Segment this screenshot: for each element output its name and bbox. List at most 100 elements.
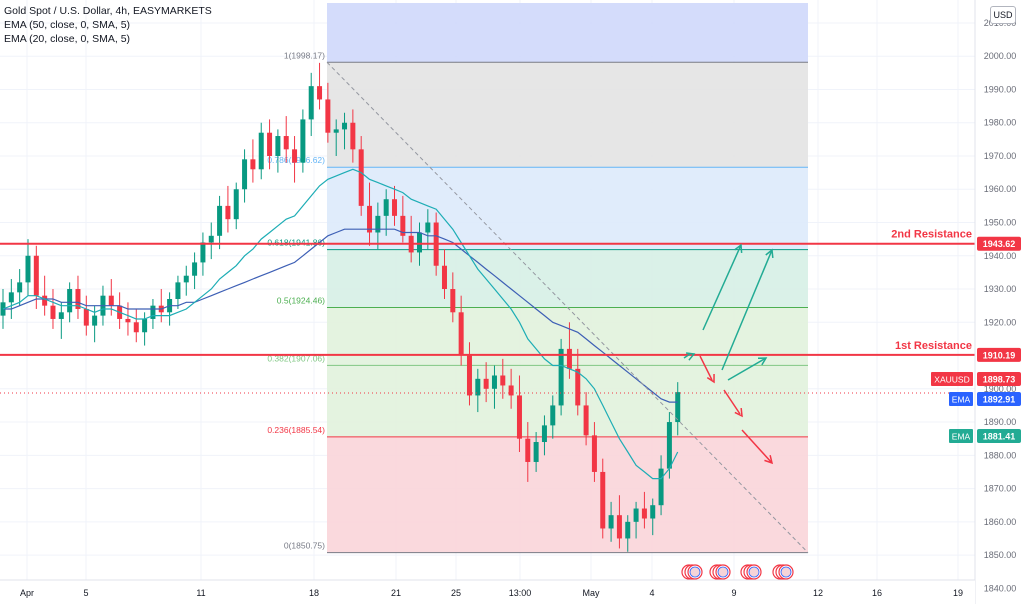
price-tick-label: 1980.00 (984, 118, 1017, 128)
fib-level-label: 0.618(1941.86) (267, 238, 325, 248)
legend-ema20: EMA (20, close, 0, SMA, 5) (4, 33, 131, 45)
arrow-head (706, 373, 715, 384)
time-tick-label: 11 (196, 588, 205, 598)
event-flag-icon (748, 566, 760, 578)
candle-body (525, 438, 531, 462)
price-tick-label: 1850.00 (984, 550, 1017, 560)
candle-body (392, 199, 398, 216)
price-tick-label: 1940.00 (984, 251, 1017, 261)
time-tick-label: 16 (872, 588, 882, 598)
candle-body (283, 136, 289, 150)
trend-line (326, 61, 809, 553)
candle-body (508, 385, 514, 396)
price-tick-label: 1880.00 (984, 450, 1017, 460)
candle-body (133, 322, 139, 333)
candle-body (558, 348, 564, 406)
candle-body (183, 275, 189, 283)
fib-zone (327, 167, 808, 250)
candle-body (50, 305, 56, 319)
candle-body (583, 405, 589, 436)
candle-body (358, 149, 364, 206)
ema-line (3, 228, 678, 403)
candle-body (108, 295, 114, 306)
candle-body (217, 205, 223, 236)
candle-body (625, 521, 631, 539)
time-tick-label: 4 (649, 588, 654, 598)
candle-body (308, 86, 314, 120)
candle-body (150, 305, 156, 319)
fib-level-label: 0.5(1924.46) (277, 295, 325, 305)
resistance-price-label: 1943.62 (983, 239, 1016, 249)
currency-button[interactable]: USD (990, 6, 1016, 24)
candles (0, 62, 681, 552)
annotation-arrow (683, 353, 691, 359)
candle-body (233, 189, 239, 220)
price-tick-label: 1870.00 (984, 484, 1017, 494)
candle-body (400, 215, 406, 236)
candle-body (475, 378, 481, 396)
candle-body (333, 129, 339, 133)
candle-body (83, 308, 89, 326)
price-tick-label: 1890.00 (984, 417, 1017, 427)
candle-body (650, 505, 656, 519)
candle-body (33, 255, 39, 296)
resistance-price-tag (977, 236, 1021, 251)
time-axis: Apr 5 11 18 21 25 13:00 May 4 9 12 16 19 (0, 579, 975, 604)
candle-body (225, 205, 231, 220)
fib-zone (327, 3, 808, 63)
resistance-label: 2nd Resistance (891, 229, 972, 241)
time-tick-label: 25 (451, 588, 461, 598)
candle-body (466, 355, 472, 396)
price-tick-label: 1950.00 (984, 218, 1017, 228)
resistance-price-label: 1910.19 (983, 350, 1016, 360)
time-tick-label: 12 (813, 588, 823, 598)
price-tick-label: 1990.00 (984, 84, 1017, 94)
candle-body (675, 392, 681, 423)
candle-body (458, 312, 464, 356)
candle-body (300, 119, 306, 163)
resistance-price-tag (977, 347, 1021, 362)
fib-level-label: 0.382(1907.06) (267, 353, 325, 363)
annotation-arrow (723, 389, 741, 415)
price-tick-label: 1860.00 (984, 517, 1017, 527)
time-tick-label: 9 (731, 588, 736, 598)
time-tick-label: 18 (309, 588, 319, 598)
event-flag-icon (689, 566, 701, 578)
candle-body (550, 405, 556, 426)
candle-body (8, 292, 14, 303)
candle-body (591, 435, 597, 472)
candle-body (516, 395, 522, 439)
legend-title: Gold Spot / U.S. Dollar, 4h, EASYMARKETS (4, 5, 212, 17)
price-tick-label: 1970.00 (984, 151, 1017, 161)
fib-level-label: 1(1998.17) (284, 50, 325, 60)
candle-body (42, 295, 48, 306)
annotation-arrow (702, 244, 742, 331)
candle-body (367, 205, 373, 233)
price-axis-background (975, 0, 1024, 604)
fib-zone (327, 436, 808, 553)
candle-body (25, 255, 31, 283)
annotation-arrow (721, 249, 773, 371)
candle-body (533, 442, 539, 462)
annotation-arrow (741, 429, 773, 464)
event-flag-icon (780, 566, 792, 578)
candle-body (616, 515, 622, 539)
time-tick-label: 19 (953, 588, 963, 598)
candle-body (17, 282, 23, 293)
price-tag-value-bg (977, 429, 1021, 443)
price-tag-value: 1881.41 (983, 432, 1016, 442)
price-tick-label: 1920.00 (984, 317, 1017, 327)
time-tick-label: May (582, 588, 600, 598)
time-tick-label: 5 (83, 588, 88, 598)
candle-body (75, 289, 81, 309)
candle-body (250, 159, 256, 170)
candle-body (200, 242, 206, 263)
price-tick-label: 1900.00 (984, 384, 1017, 394)
candle-body (658, 468, 664, 506)
arrow-head (685, 352, 696, 361)
candle-body (175, 282, 181, 299)
fib-zone (327, 62, 808, 168)
candle-body (142, 318, 148, 333)
candle-body (500, 375, 506, 386)
